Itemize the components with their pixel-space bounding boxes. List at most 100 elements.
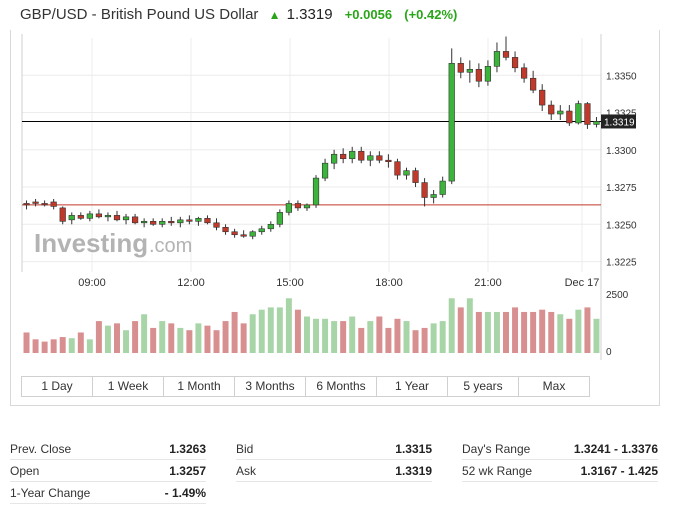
time-range-selector: 1 Day 1 Week 1 Month 3 Months 6 Months 1… — [21, 376, 590, 397]
range-button-3-months[interactable]: 3 Months — [235, 377, 306, 396]
candle-down — [520, 67, 528, 79]
volume-bar — [376, 316, 383, 353]
volume-bar — [95, 321, 102, 353]
volume-bar — [566, 318, 573, 353]
range-button-1-year[interactable]: 1 Year — [377, 377, 448, 396]
range-button-1-day[interactable]: 1 Day — [22, 377, 93, 396]
candle-up — [195, 218, 202, 222]
volume-bar — [322, 318, 329, 353]
candle-up — [466, 68, 473, 73]
candle-down — [186, 219, 193, 222]
volume-bar — [177, 327, 184, 353]
candle-down — [376, 155, 383, 161]
candle-down — [412, 170, 419, 183]
stats-column-1: Prev. Close 1.3263 Open 1.3257 1-Year Ch… — [10, 438, 206, 504]
volume-bar — [195, 323, 202, 353]
volume-bar — [313, 318, 320, 353]
candle-down — [150, 221, 157, 225]
volume-bar — [276, 307, 283, 353]
candle-up — [276, 212, 283, 225]
up-arrow-icon: ▲ — [268, 8, 281, 22]
stat-prev-close: Prev. Close 1.3263 — [10, 438, 206, 460]
volume-bar — [575, 309, 582, 353]
volume-bar — [50, 339, 57, 353]
candle-up — [104, 215, 112, 218]
stat-value: - 1.49% — [164, 486, 206, 500]
range-button-1-week[interactable]: 1 Week — [93, 377, 164, 396]
volume-bar — [503, 311, 509, 353]
stat-bid: Bid 1.3315 — [236, 438, 432, 460]
x-tick-label: Dec 17 — [565, 277, 600, 289]
stat-52-week-range: 52 wk Range 1.3167 - 1.425 — [462, 460, 658, 482]
volume-bar — [231, 311, 238, 353]
range-button-6-months[interactable]: 6 Months — [306, 377, 377, 396]
volume-bar — [394, 318, 401, 353]
candle-down — [50, 201, 57, 207]
stat-label: Prev. Close — [10, 442, 72, 456]
last-price-tag — [601, 114, 636, 129]
volume-bar — [86, 339, 93, 353]
volume-bar — [466, 298, 473, 353]
volume-bar — [204, 325, 211, 353]
stat-value: 1.3257 — [169, 464, 206, 478]
y-tick-label: 1.3250 — [606, 220, 637, 231]
candle-up — [285, 203, 292, 213]
x-tick-label: 09:00 — [78, 277, 106, 289]
volume-bar — [294, 309, 301, 353]
x-tick-label: 15:00 — [276, 277, 304, 289]
stat-value: 1.3167 - 1.425 — [580, 464, 658, 478]
candle-down — [530, 77, 537, 91]
candle-down — [358, 150, 365, 161]
y-tick-label: 1.3275 — [606, 183, 637, 194]
investing-logo-suffix: .com — [149, 235, 192, 257]
stats-column-3: Day's Range 1.3241 - 1.3376 52 wk Range … — [462, 438, 658, 482]
candle-up — [484, 66, 492, 82]
candle-up — [430, 194, 437, 198]
volume-bar — [439, 321, 446, 353]
candle-up — [86, 213, 93, 219]
stat-label: 1-Year Change — [10, 486, 91, 500]
instrument-title: GBP/USD - British Pound US Dollar — [20, 6, 259, 23]
candle-down — [584, 103, 591, 125]
volume-bar — [249, 314, 256, 353]
volume-bar — [213, 330, 220, 353]
volume-bar — [430, 323, 437, 353]
stat-label: Day's Range — [462, 442, 531, 456]
chart-panel — [10, 30, 660, 406]
volume-bar — [104, 325, 111, 353]
candle-down — [294, 203, 302, 209]
volume-bar — [23, 332, 30, 353]
candle-down — [113, 215, 121, 221]
volume-bar — [340, 321, 347, 353]
candle-up — [557, 110, 564, 115]
volume-bar — [421, 327, 428, 353]
volume-bar — [132, 321, 139, 353]
volume-bar — [159, 321, 166, 353]
volume-bar — [59, 337, 66, 353]
volume-bar — [77, 332, 84, 353]
stat-open: Open 1.3257 — [10, 460, 206, 482]
y-tick-label: 1.3350 — [606, 71, 637, 82]
candle-down — [131, 216, 139, 224]
candle-down — [340, 153, 347, 160]
volume-bar — [593, 318, 600, 353]
candle-up — [349, 150, 356, 160]
candle-down — [41, 203, 48, 206]
candle-up — [403, 170, 410, 176]
volume-bar — [331, 321, 338, 353]
volume-bar — [412, 330, 419, 353]
stat-label: 52 wk Range — [462, 464, 533, 478]
candle-up — [249, 231, 256, 237]
volume-bar — [530, 311, 537, 353]
last-price: 1.3319 — [286, 6, 333, 23]
candle-up — [367, 155, 374, 161]
candle-down — [59, 207, 66, 222]
range-button-max[interactable]: Max — [542, 379, 566, 393]
range-button-5-years[interactable]: 5 years — [448, 377, 519, 396]
volume-bar — [349, 316, 356, 353]
volume-bar — [457, 307, 464, 353]
price-chart[interactable]: 09:00 12:00 15:00 18:00 21:00 Dec 17 1.3350 1.3… — [0, 0, 673, 376]
range-button-1-month[interactable]: 1 Month — [164, 377, 235, 396]
candle-down — [222, 226, 229, 233]
volume-bar — [150, 327, 157, 353]
